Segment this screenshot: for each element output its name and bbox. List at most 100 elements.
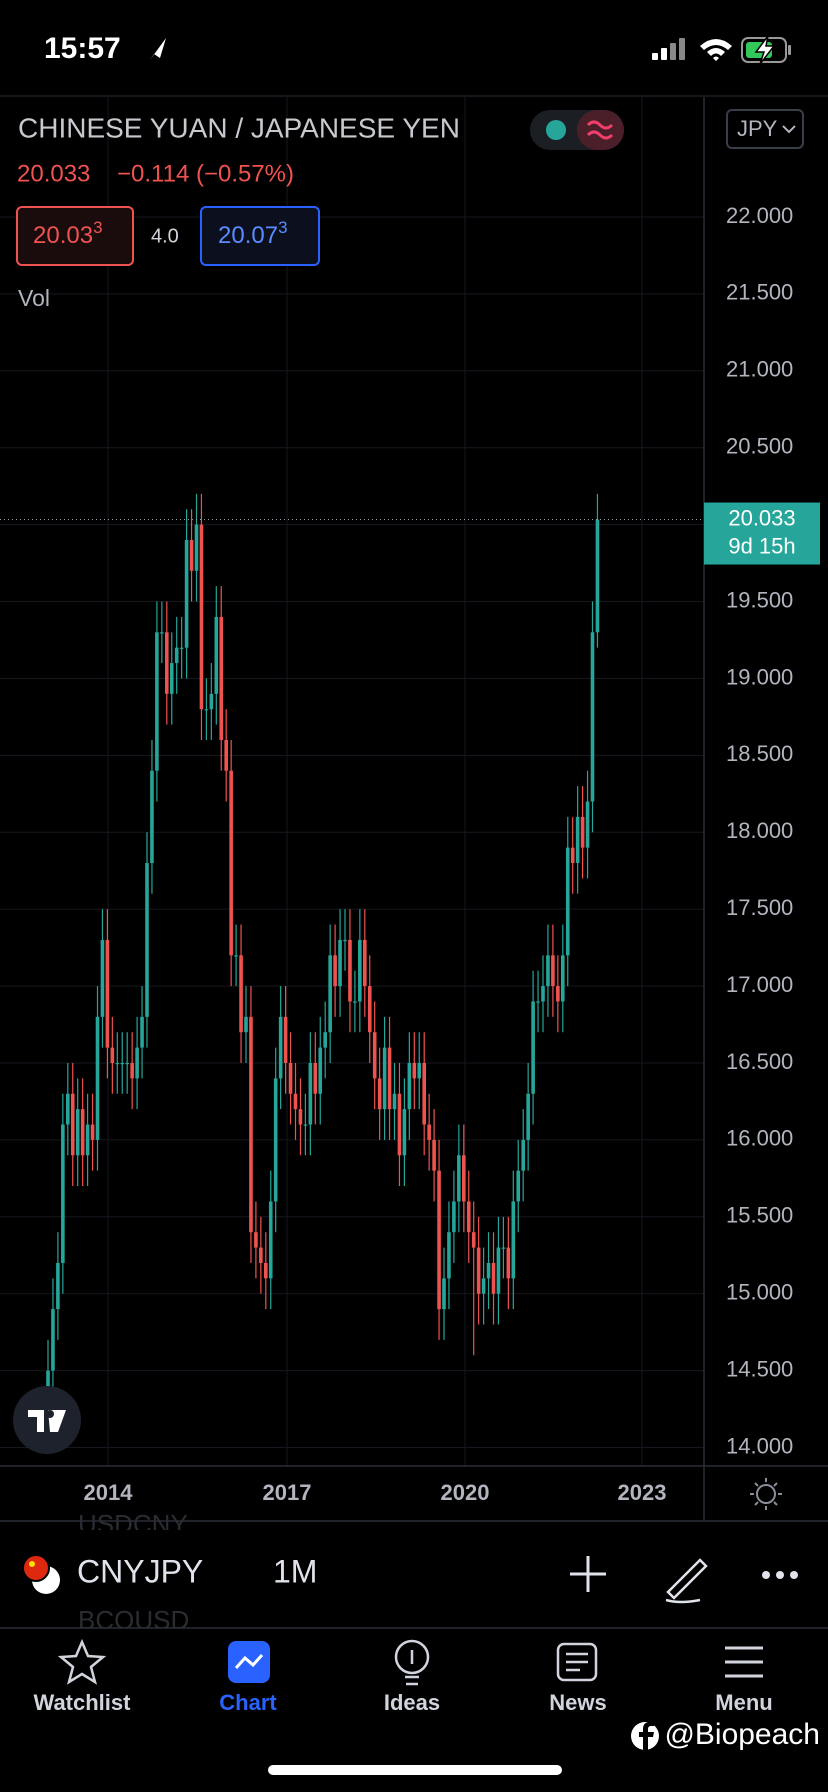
candle-body [199, 524, 204, 710]
candle-body [561, 955, 565, 1002]
candle-body [580, 816, 585, 848]
x-tick-label: 2020 [441, 1480, 490, 1505]
candle-body [219, 616, 224, 740]
ask-main: 20.07 [218, 222, 278, 249]
candle-body [268, 1201, 273, 1279]
chart-icon[interactable] [228, 1641, 270, 1683]
tab-label[interactable]: News [549, 1690, 606, 1715]
candle-body [367, 986, 372, 1033]
candle-body [125, 1062, 129, 1065]
menu-icon[interactable] [725, 1646, 763, 1678]
location-icon [150, 38, 166, 60]
tab-label[interactable]: Watchlist [34, 1690, 132, 1715]
candle-body [110, 1047, 115, 1063]
bid-pip: 3 [93, 218, 102, 237]
candle-body [442, 1278, 446, 1310]
symbol-flag [22, 1554, 60, 1594]
candle-body [491, 1262, 496, 1294]
candle-body [165, 632, 169, 694]
buy-button[interactable]: 20.073 [200, 206, 320, 266]
candle-body [363, 939, 367, 987]
candle-body [229, 770, 233, 956]
candle-body [328, 955, 332, 1033]
last-price: 20.033 [17, 160, 90, 187]
candle-body [278, 1016, 283, 1079]
tab-label[interactable]: Ideas [384, 1690, 440, 1715]
candle-body [377, 1078, 382, 1110]
candle-body [397, 1093, 402, 1156]
sell-button[interactable]: 20.033 [16, 206, 134, 266]
y-tick-label: 16.000 [726, 1126, 793, 1151]
plot: 2014 2017 2020 2023 14.000 14.500 15.000 15.500… [0, 97, 828, 1521]
candle-body [476, 1247, 481, 1294]
candle-body [402, 1109, 407, 1156]
y-tick-label: 21.500 [726, 280, 793, 305]
bid-main: 20.03 [33, 222, 93, 249]
candle-body [466, 1201, 471, 1233]
symbol-title: CHINESE YUAN / JAPANESE YEN [18, 112, 460, 143]
candle-body [194, 524, 199, 571]
candle-body [244, 1016, 248, 1033]
candle-body [457, 1155, 461, 1202]
candle-body [551, 955, 555, 987]
candle-body [526, 1093, 530, 1140]
market-toggle[interactable] [530, 110, 624, 150]
candle-body [506, 1247, 511, 1279]
candle-body [372, 1032, 377, 1079]
candle-body [546, 955, 550, 987]
candle-body [323, 1032, 327, 1048]
candle-body [595, 519, 600, 633]
toolbar-bg [0, 1530, 828, 1626]
candle-body [585, 801, 590, 848]
candle-body [105, 939, 110, 1048]
candle-body [308, 1062, 313, 1125]
y-tick-label: 18.000 [726, 818, 793, 843]
ask-price: 20.073 [218, 218, 288, 249]
candle-body [447, 1232, 451, 1279]
candle-body [437, 1170, 441, 1310]
signal-icon [652, 38, 685, 60]
draw-button[interactable] [665, 1558, 708, 1604]
ideas-icon[interactable] [394, 1639, 430, 1686]
candle-body [462, 1155, 466, 1202]
candle-body [273, 1078, 278, 1202]
tab-label[interactable]: Chart [219, 1690, 277, 1715]
symbol[interactable]: CNYJPY [77, 1553, 203, 1589]
wifi-icon [700, 39, 732, 61]
candle-body [56, 1262, 60, 1310]
currency-dropdown[interactable]: JPY [726, 109, 804, 149]
candle-body [66, 1093, 70, 1125]
candle-body [234, 955, 238, 957]
tv-logo[interactable] [13, 1386, 81, 1454]
watchlist-icon[interactable] [57, 1638, 107, 1685]
news-icon[interactable] [556, 1642, 598, 1682]
candle-body [288, 1062, 293, 1094]
candle-body [61, 1124, 65, 1263]
y-tick-label: 14.000 [726, 1433, 793, 1458]
candle-body [259, 1247, 263, 1263]
candle-body [184, 540, 189, 648]
more-button[interactable] [762, 1571, 798, 1579]
candle-body [432, 1139, 436, 1171]
candle-body [239, 955, 243, 1033]
candle-body [318, 1047, 323, 1094]
candle-body [412, 1062, 417, 1079]
candle-body [541, 986, 545, 1002]
y-tick-label: 15.500 [726, 1203, 793, 1228]
candle-body [249, 1016, 253, 1233]
candle-body [516, 1170, 521, 1202]
add-button[interactable] [570, 1556, 606, 1592]
interval[interactable]: 1M [273, 1553, 317, 1589]
candle-body [343, 939, 347, 942]
candle-body [264, 1262, 268, 1279]
candle-body [174, 647, 179, 664]
candle-body [51, 1309, 55, 1371]
tab-label[interactable]: Menu [715, 1690, 772, 1715]
candle-body [100, 939, 105, 1017]
price-tag [704, 502, 820, 565]
candle-body [145, 863, 149, 1017]
settings-icon[interactable] [750, 1478, 782, 1510]
candle-body [407, 1062, 412, 1110]
currency: JPY [737, 116, 778, 141]
